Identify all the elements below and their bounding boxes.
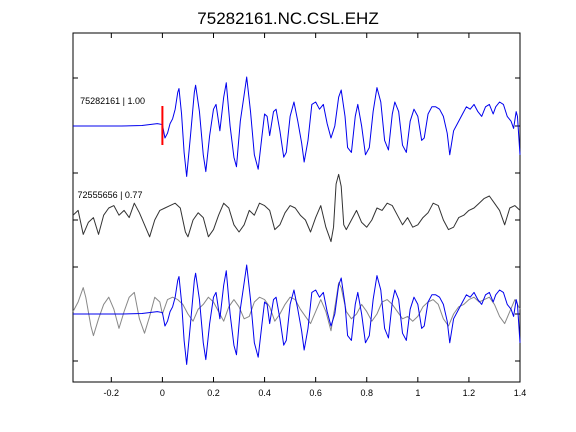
trace-line-2 [72,282,521,337]
trace-line-1 [72,173,521,243]
x-tick-label-1: 0 [160,388,165,398]
trace-line-0 [73,76,521,177]
y-tick-marks [73,77,520,362]
x-tick-label-2: 0.2 [207,388,220,398]
trace-label-0: 75282161 | 1.00 [80,96,145,106]
x-axis: -0.2 0 0.2 0.4 0.6 0.8 1 1.2 1.4 [104,33,527,398]
x-tick-label-8: 1.4 [514,388,527,398]
x-tick-label-0: -0.2 [104,388,120,398]
x-tick-label-5: 0.8 [360,388,373,398]
trace-line-3 [73,264,521,365]
x-tick-label-6: 1 [415,388,420,398]
x-tick-label-4: 0.6 [309,388,322,398]
plot-frame [72,32,521,383]
trace-label-1: 72555656 | 0.77 [78,190,143,200]
x-tick-label-7: 1.2 [463,388,476,398]
waveform-traces [72,76,521,365]
x-tick-label-3: 0.4 [258,388,271,398]
chart-title: 75282161.NC.CSL.EHZ [197,9,378,28]
trace-labels: 75282161 | 1.00 72555656 | 0.77 [78,96,145,200]
